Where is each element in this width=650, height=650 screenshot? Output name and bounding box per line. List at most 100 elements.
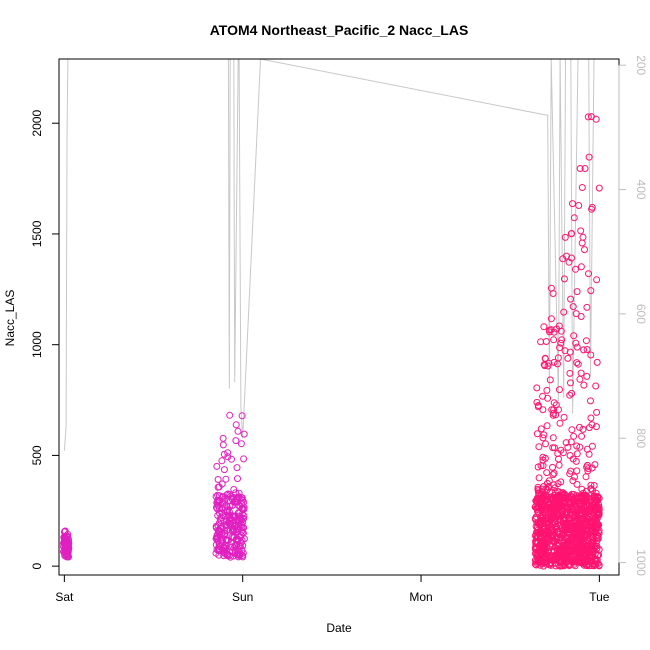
data-point — [572, 509, 580, 517]
data-point — [538, 485, 546, 493]
data-point — [583, 558, 591, 565]
points-layer — [60, 113, 603, 570]
data-point — [213, 462, 221, 470]
data-point — [564, 354, 572, 362]
data-point — [64, 538, 72, 546]
data-point — [588, 442, 596, 450]
y2-tick-label: 800 — [634, 428, 648, 448]
data-point — [590, 482, 598, 489]
data-point — [239, 496, 247, 504]
data-point — [549, 532, 557, 540]
data-point — [576, 524, 584, 531]
data-point — [574, 531, 582, 539]
data-point — [554, 480, 562, 488]
x-axis: Sat Sun Mon Tue — [55, 574, 610, 604]
data-point — [558, 502, 566, 510]
data-point — [533, 553, 541, 561]
data-point — [221, 544, 229, 552]
data-point — [549, 495, 557, 503]
data-point — [552, 523, 560, 531]
data-point — [564, 505, 571, 513]
data-point — [576, 554, 584, 562]
data-point — [571, 543, 579, 551]
data-point — [572, 530, 580, 538]
data-point — [565, 555, 573, 563]
data-point — [550, 538, 558, 546]
data-point — [554, 512, 562, 520]
data-point — [564, 443, 572, 451]
data-point — [587, 351, 595, 359]
data-point — [222, 475, 230, 483]
data-point — [567, 467, 575, 475]
data-point — [215, 540, 223, 548]
data-point — [543, 517, 551, 525]
data-point — [558, 336, 566, 344]
data-point — [537, 491, 545, 499]
data-point — [569, 303, 577, 311]
data-point — [212, 549, 220, 557]
y2-axis: 200 400 600 800 1000 — [618, 55, 648, 576]
data-point — [556, 516, 564, 524]
data-point — [224, 449, 232, 457]
data-point — [548, 406, 556, 414]
data-point — [541, 355, 549, 363]
chart-title: ATOM4 Northeast_Pacific_2 Nacc_LAS — [210, 22, 469, 38]
data-point — [576, 539, 584, 547]
data-point — [595, 521, 603, 529]
data-point — [566, 548, 574, 556]
data-point — [233, 464, 241, 472]
data-point — [230, 494, 238, 501]
data-point — [219, 441, 227, 449]
data-point — [561, 347, 569, 355]
y-tick-label: 1000 — [30, 331, 44, 358]
data-point — [214, 512, 222, 519]
data-point — [221, 530, 229, 538]
data-point — [533, 430, 541, 438]
data-point — [550, 358, 558, 366]
data-point — [568, 503, 576, 511]
data-point — [556, 344, 564, 352]
data-point — [224, 453, 232, 461]
data-point — [534, 402, 542, 409]
data-point — [587, 287, 595, 295]
data-point — [214, 530, 221, 538]
data-point — [585, 496, 593, 503]
data-point — [587, 557, 595, 565]
data-point — [566, 526, 574, 534]
data-point — [592, 382, 600, 390]
data-point — [227, 515, 235, 523]
data-point — [532, 550, 540, 557]
x-tick-label: Sat — [55, 590, 74, 604]
data-point — [566, 391, 574, 399]
data-point — [223, 522, 230, 530]
data-point — [585, 153, 593, 161]
data-point — [61, 552, 69, 560]
data-point — [61, 549, 68, 557]
data-point — [569, 477, 577, 485]
data-point — [565, 258, 573, 266]
data-point — [544, 394, 552, 402]
data-point — [236, 514, 244, 522]
data-point — [547, 532, 555, 540]
data-point — [547, 559, 555, 567]
data-point — [572, 339, 580, 347]
data-point — [540, 431, 548, 439]
data-point — [546, 376, 554, 384]
data-point — [578, 184, 586, 191]
data-point — [220, 450, 228, 458]
data-point — [546, 501, 554, 509]
data-point — [537, 425, 545, 433]
data-point — [555, 455, 562, 463]
data-point — [570, 432, 578, 440]
data-point — [544, 362, 552, 370]
data-point — [573, 467, 581, 475]
x-tick-label: Sun — [232, 590, 253, 604]
data-point — [534, 483, 542, 491]
data-point — [579, 425, 587, 433]
data-point — [567, 379, 574, 387]
data-point — [587, 532, 594, 539]
data-point — [572, 265, 579, 273]
data-point — [568, 535, 576, 543]
data-point — [577, 369, 585, 377]
